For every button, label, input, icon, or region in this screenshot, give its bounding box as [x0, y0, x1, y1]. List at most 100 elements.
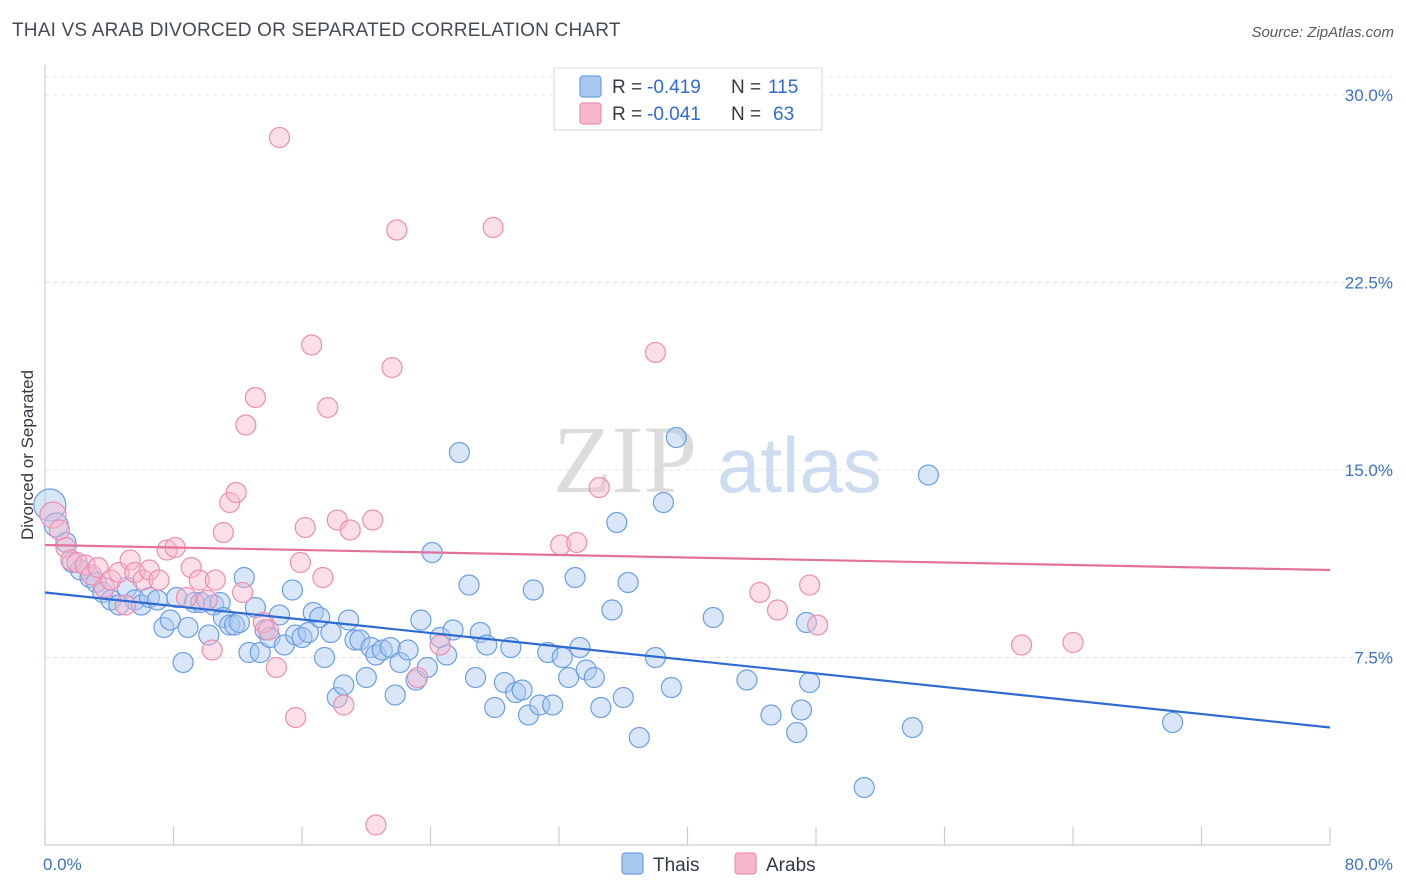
arabs-point [566, 531, 588, 554]
arabs-point [225, 481, 247, 504]
arabs-point [180, 556, 202, 579]
arabs-point [588, 476, 610, 499]
thais-point [736, 669, 758, 691]
bottom-legend-swatch-arabs [734, 852, 757, 875]
arabs-point [265, 656, 287, 679]
arabs-point [798, 574, 821, 596]
watermark-atlas: atlas [717, 421, 882, 509]
y-axis-label: Divorced or Separated [18, 370, 37, 540]
thais-point [790, 699, 813, 721]
thais-point [786, 721, 808, 744]
thais-point [349, 629, 371, 651]
arabs-point [114, 594, 136, 616]
arabs-point [1062, 631, 1084, 654]
thais-point [665, 426, 687, 449]
arabs-point [749, 581, 771, 604]
arabs-point [386, 219, 408, 241]
x-tick-label-min: 0.0% [43, 855, 82, 874]
legend-r-label-arabs: R = [612, 104, 642, 125]
thais-point [557, 666, 580, 689]
thais-point [606, 511, 628, 534]
thais-point [511, 679, 533, 701]
arabs-point [66, 551, 88, 574]
axes [44, 65, 1331, 846]
legend-n-label-thais: N = [731, 77, 761, 98]
thais-point [172, 651, 194, 674]
thais-point [281, 579, 303, 601]
thais-point [628, 726, 650, 749]
thais-point [238, 641, 260, 664]
y-tick-label: 30.0% [1345, 86, 1393, 105]
arabs-point [212, 521, 234, 544]
thais-point [55, 531, 77, 554]
thais-point [249, 641, 271, 664]
arabs-point [148, 569, 170, 591]
thais-point [702, 606, 724, 629]
thais-point [652, 491, 675, 514]
chart-title: THAI VS ARAB DIVORCED OR SEPARATED CORRE… [12, 20, 621, 41]
watermark-zip: ZIP [553, 406, 697, 513]
thais-point [397, 639, 419, 661]
y-tick-label: 15.0% [1345, 461, 1393, 480]
arabs-point [482, 216, 504, 239]
arabs-point [429, 634, 451, 656]
arabs-point [100, 569, 122, 591]
thais-point [320, 621, 342, 644]
thais-point [159, 609, 181, 631]
arabs-point [644, 341, 667, 364]
thais-point [464, 666, 487, 689]
arabs-point [232, 581, 254, 604]
arabs-point [156, 539, 178, 561]
series-legend: Thais Arabs [621, 852, 816, 876]
legend-r-value-thais: -0.419 [647, 77, 701, 98]
thais-point [601, 599, 623, 621]
thais-point [612, 686, 634, 709]
arabs-point [257, 619, 279, 641]
series-thais-points [33, 426, 1184, 799]
arabs-point [312, 566, 334, 589]
legend-n-value-thais: 115 [768, 77, 798, 98]
thais-point [1161, 711, 1184, 734]
legend-n-label-arabs: N = [731, 104, 761, 125]
arabs-point [235, 414, 257, 436]
arabs-point [365, 814, 387, 836]
arabs-point [317, 396, 339, 419]
thais-point [484, 696, 506, 719]
arabs-point [294, 516, 316, 539]
thais-point [389, 651, 411, 674]
thais-point [379, 636, 401, 659]
arabs-point [204, 569, 226, 591]
thais-trend-line [44, 591, 1331, 729]
arabs-point [362, 509, 384, 531]
arabs-point [244, 386, 266, 409]
arabs-point [196, 589, 218, 611]
arabs-point [87, 556, 109, 579]
arabs-point [188, 569, 210, 591]
thais-point [410, 609, 432, 631]
arabs-trend-line [44, 543, 1331, 572]
thais-point [541, 694, 564, 716]
arabs-point [407, 666, 429, 689]
thais-point [760, 704, 782, 726]
arabs-point [39, 501, 67, 529]
arabs-point [339, 519, 361, 541]
thais-point [448, 441, 470, 464]
legend-n-value-arabs: 63 [773, 104, 794, 125]
arabs-point [74, 554, 96, 576]
thais-point [130, 594, 152, 616]
thais-point [590, 696, 612, 719]
legend-r-label-thais: R = [612, 77, 642, 98]
correlation-legend: R = -0.419 N = 115 R = -0.041 N = 63 [553, 67, 823, 131]
legend-r-value-arabs: -0.041 [647, 104, 701, 125]
arabs-point [268, 126, 291, 149]
thais-point [338, 609, 360, 631]
legend-swatch-arabs [579, 102, 602, 125]
arabs-point [175, 586, 197, 609]
bottom-legend-swatch-thais [621, 852, 644, 875]
thais-point [297, 621, 319, 644]
thais-point [551, 646, 573, 669]
x-tick-label-max: 80.0% [1345, 855, 1393, 874]
arabs-point [301, 334, 323, 356]
arabs-point [766, 599, 789, 621]
arabs-point [333, 694, 355, 716]
